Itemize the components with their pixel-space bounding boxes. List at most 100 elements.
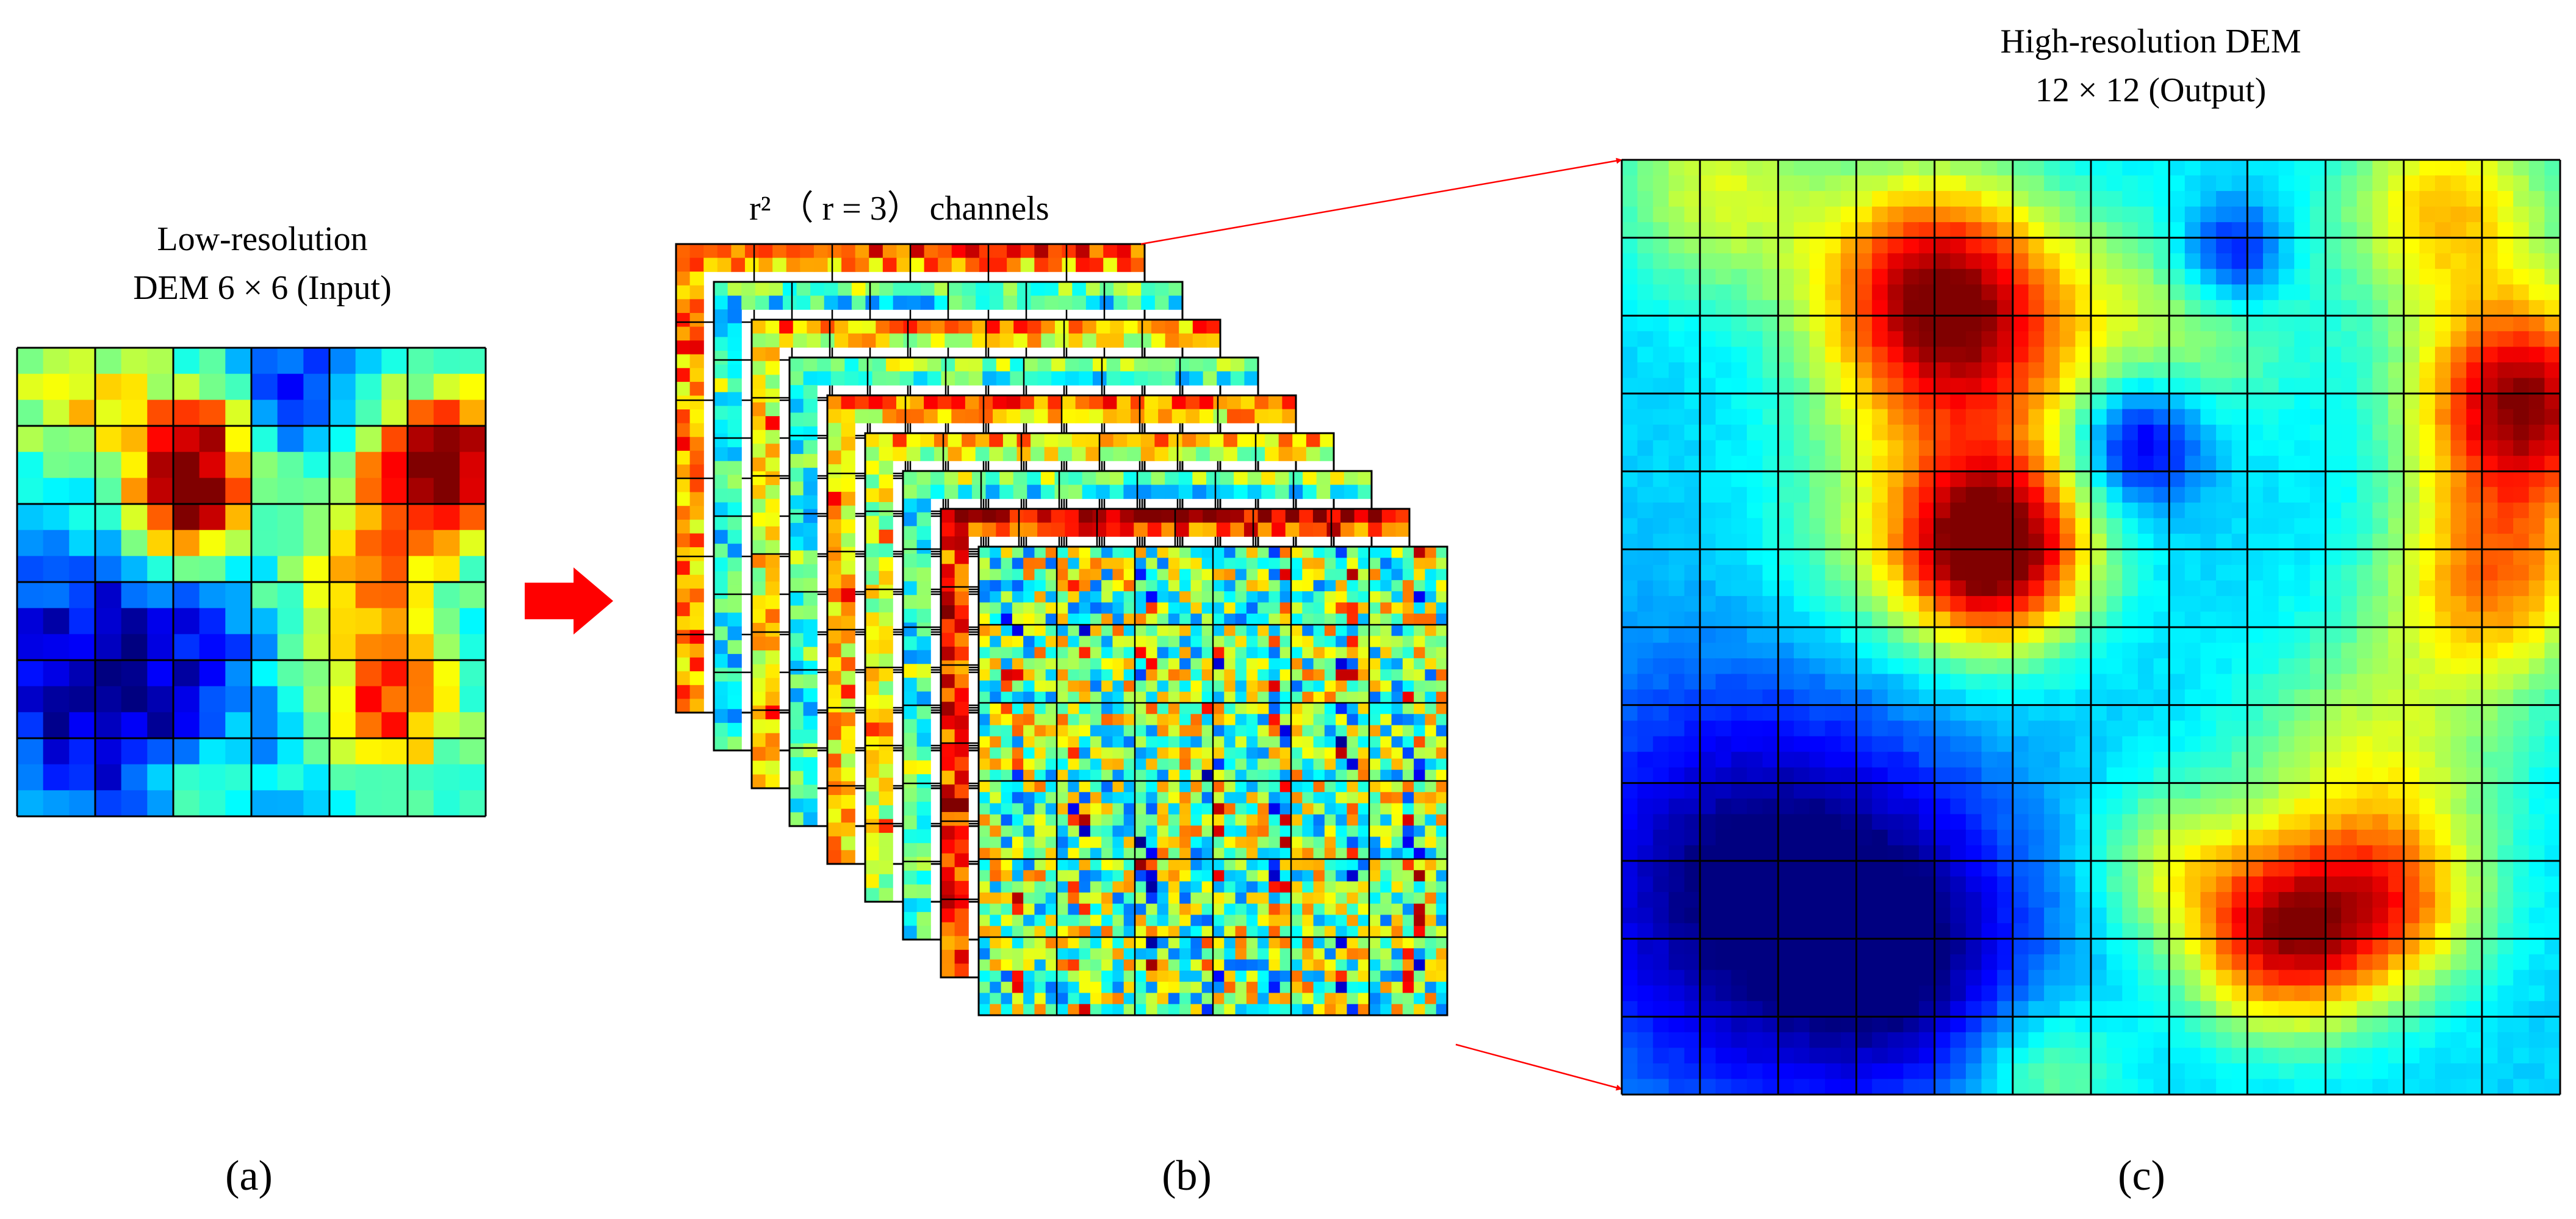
channel-pixel	[1185, 395, 1200, 409]
dem-output-pixel	[2341, 238, 2357, 254]
channel-pixel	[1120, 358, 1134, 372]
channel-pixel	[752, 774, 766, 788]
channel-pixel	[1190, 893, 1202, 904]
channel-pixel	[1347, 781, 1358, 793]
dem-input-pixel	[147, 660, 173, 686]
channel-pixel	[962, 433, 976, 447]
dem-output-pixel	[1794, 518, 1810, 534]
channel-pixel	[1112, 692, 1124, 703]
dem-output-pixel	[2326, 347, 2342, 362]
dem-output-pixel	[2154, 176, 2170, 192]
channel-pixel	[841, 464, 855, 478]
dem-output-pixel	[1919, 456, 1935, 472]
channel-pixel	[1012, 714, 1024, 725]
channel-pixel	[1202, 558, 1214, 569]
dem-input-pixel	[225, 608, 251, 635]
channel-pixel	[1347, 680, 1358, 692]
channel-pixel	[1146, 882, 1157, 893]
channel-pixel	[1101, 937, 1113, 949]
channel-pixel	[1436, 636, 1448, 647]
dem-output-pixel	[2419, 222, 2435, 238]
channel-pixel	[1425, 636, 1436, 647]
dem-output-pixel	[2529, 176, 2545, 192]
channel-pixel	[790, 385, 804, 399]
channel-pixel	[1414, 825, 1425, 837]
dem-output-pixel	[2154, 472, 2170, 487]
channel-pixel	[1325, 1004, 1336, 1016]
channel-pixel	[1403, 948, 1414, 960]
dem-output-pixel	[1669, 300, 1685, 316]
dem-output-pixel	[1747, 409, 1763, 425]
channel-pixel	[1213, 692, 1225, 703]
dem-output-pixel	[1669, 347, 1685, 362]
channel-pixel	[1046, 569, 1057, 581]
channel-pixel	[1046, 614, 1057, 625]
dem-output-pixel	[2044, 222, 2060, 238]
dem-output-pixel	[2544, 284, 2560, 300]
channel-pixel	[1392, 993, 1403, 1004]
dem-output-pixel	[2263, 580, 2279, 596]
dem-output-pixel	[2513, 394, 2529, 409]
dem-output-pixel	[1857, 347, 1873, 362]
channel-pixel	[1291, 904, 1303, 915]
dem-input-pixel	[43, 556, 70, 582]
dem-output-pixel	[2529, 222, 2545, 238]
dem-output-pixel	[2294, 425, 2310, 440]
channel-pixel	[752, 692, 766, 706]
channel-pixel	[1034, 848, 1046, 860]
dem-output-pixel	[2154, 160, 2170, 176]
dem-output-pixel	[1731, 518, 1747, 534]
channel-pixel	[1425, 792, 1436, 804]
dem-output-pixel	[1857, 534, 1873, 550]
dem-output-pixel	[2200, 580, 2216, 596]
channel-pixel	[790, 509, 804, 523]
channel-pixel	[1224, 580, 1236, 592]
channel-pixel	[1079, 680, 1091, 692]
channel-pixel	[1112, 971, 1124, 982]
channel-pixel	[1268, 736, 1280, 748]
channel-pixel	[1403, 547, 1414, 558]
channel-pixel	[879, 282, 893, 296]
channel-pixel	[979, 893, 990, 904]
dem-output-pixel	[1857, 315, 1873, 331]
channel-pixel	[1247, 758, 1258, 770]
channel-pixel	[1358, 971, 1370, 982]
channel-pixel	[1247, 692, 1258, 703]
dem-output-pixel	[1747, 191, 1763, 207]
channel-pixel	[1168, 848, 1180, 860]
channel-pixel	[1236, 792, 1247, 804]
dem-output-pixel	[1950, 284, 1966, 300]
channel-pixel	[979, 636, 990, 647]
channel-pixel	[1392, 882, 1403, 893]
dem-output-pixel	[2357, 425, 2373, 440]
dem-input-pixel	[147, 634, 173, 660]
dem-output-pixel	[1685, 347, 1700, 362]
channel-pixel	[827, 781, 841, 795]
high-resolution-dem-grid	[1622, 160, 2561, 1095]
channel-pixel	[896, 244, 910, 258]
channel-pixel	[1072, 296, 1086, 310]
channel-pixel	[1046, 725, 1057, 737]
dem-output-pixel	[2544, 269, 2560, 285]
dem-output-pixel	[2232, 315, 2248, 331]
channel-pixel	[879, 447, 893, 461]
dem-output-pixel	[2357, 472, 2373, 487]
channel-pixel	[1068, 692, 1079, 703]
dem-output-pixel	[1841, 409, 1857, 425]
dem-output-pixel	[2169, 253, 2185, 269]
channel-pixel	[1112, 960, 1124, 971]
channel-pixel	[1380, 758, 1392, 770]
channel-pixel	[1403, 859, 1414, 871]
channel-pixel	[728, 585, 742, 599]
dem-output-pixel	[1935, 425, 1951, 440]
dem-output-pixel	[2310, 425, 2326, 440]
channel-pixel	[972, 334, 986, 348]
dem-output-pixel	[2529, 440, 2545, 456]
channel-pixel	[1112, 569, 1124, 581]
channel-pixel	[1158, 395, 1172, 409]
channel-pixel	[1068, 825, 1079, 837]
channel-pixel	[1336, 960, 1347, 971]
dem-input-pixel	[121, 504, 148, 530]
dem-output-pixel	[2513, 534, 2529, 550]
dem-output-pixel	[2263, 207, 2279, 223]
